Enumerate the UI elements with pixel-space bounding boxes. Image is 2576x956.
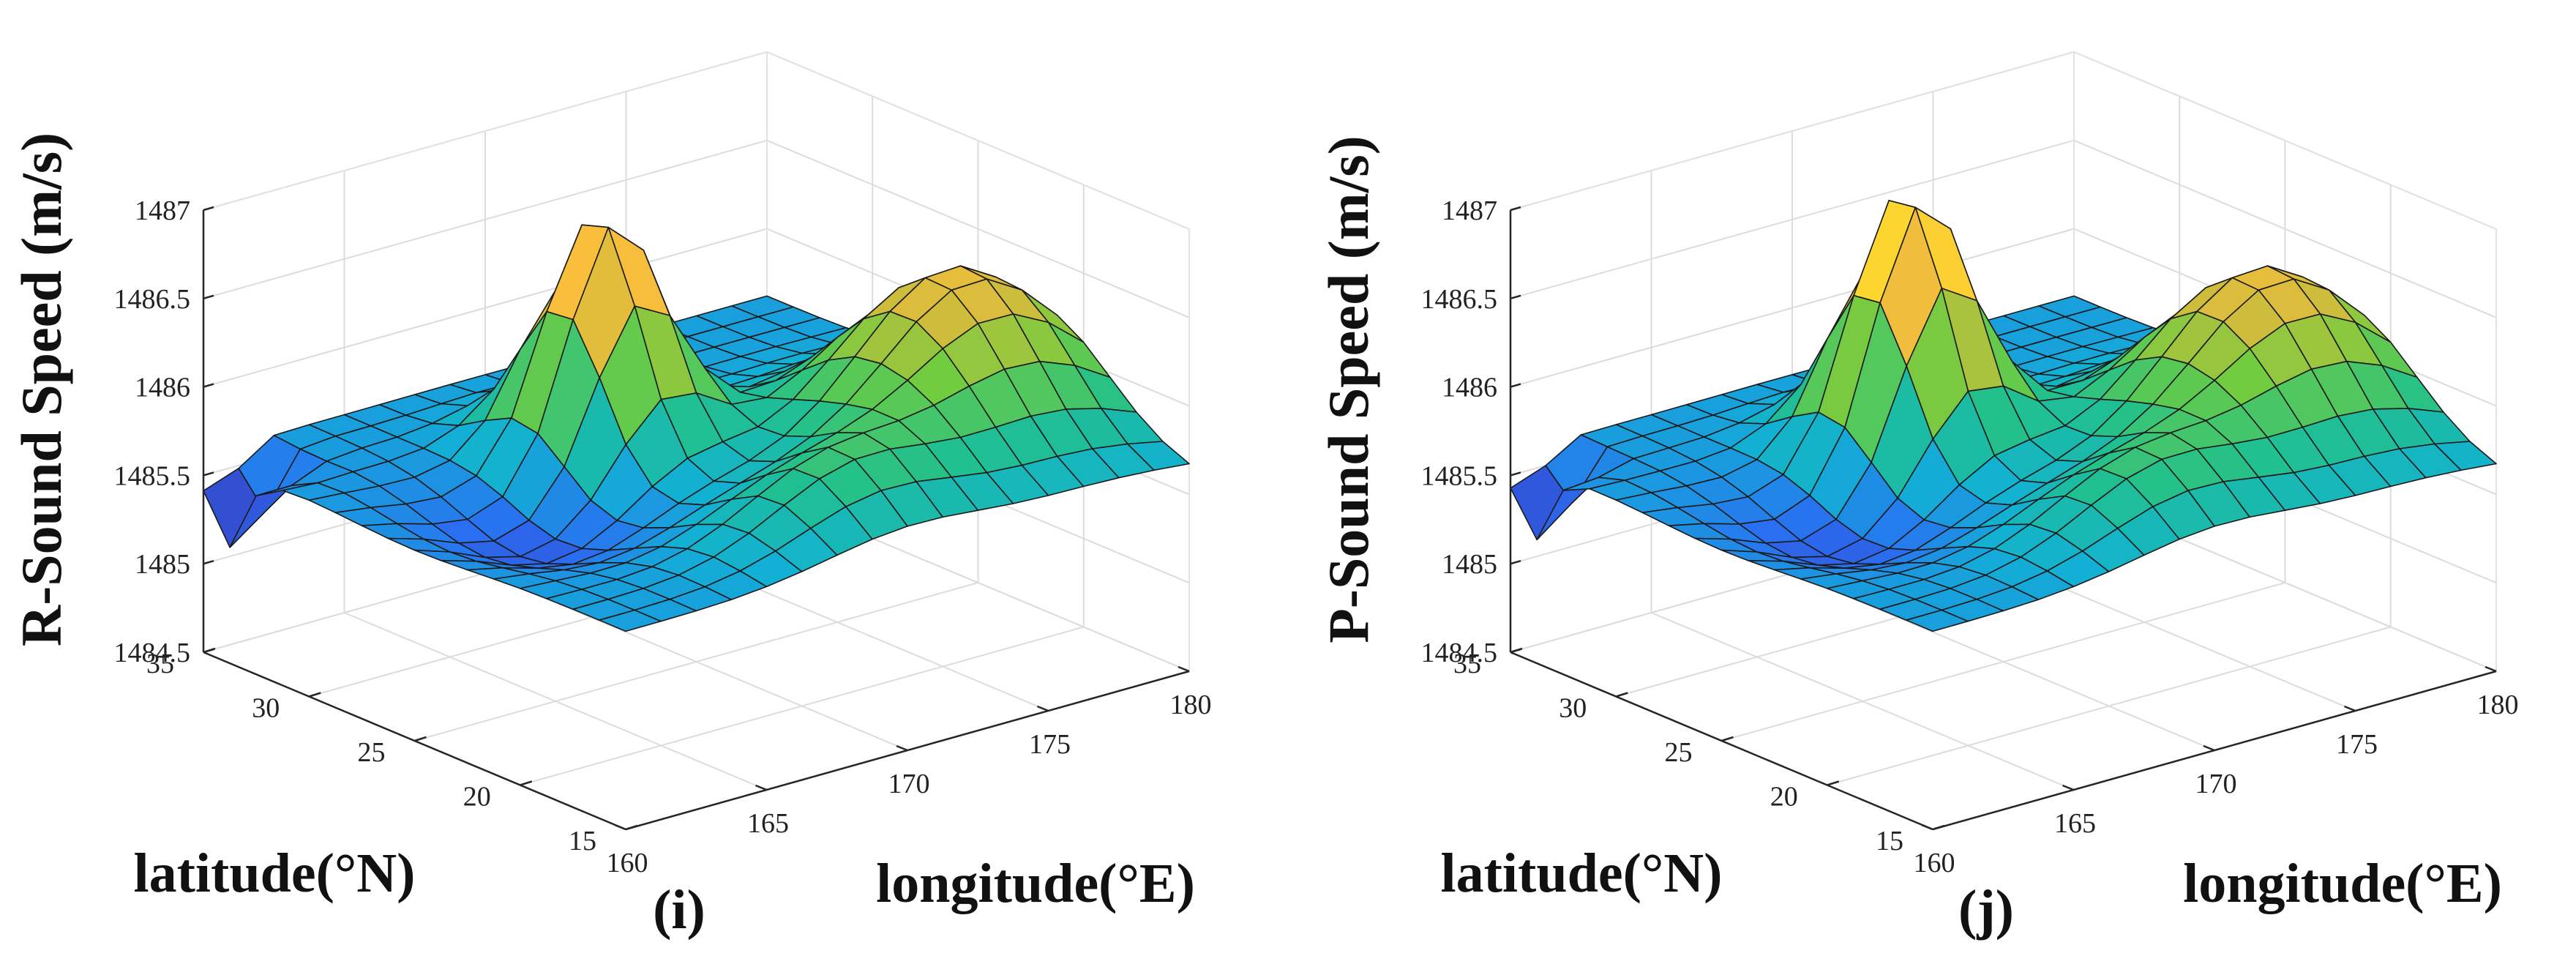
- surface-plot-i: 1484.5 1485 1485.5 1486 1486.5 1487 15 20 25 30 35…: [10, 51, 1212, 941]
- x-tick-label: 170: [888, 769, 930, 799]
- z-tick-label: 1486.5: [1421, 284, 1498, 315]
- y-tick: [203, 647, 216, 654]
- y-tick: [1615, 692, 1628, 698]
- z-tick-label: 1486: [1442, 373, 1497, 403]
- z-tick: [1510, 383, 1521, 388]
- x-tick-label: 160: [1914, 848, 1955, 878]
- y-tick-label: 25: [358, 737, 386, 768]
- z-tick: [203, 206, 214, 212]
- grid-line: [414, 582, 978, 742]
- y-tick-label: 35: [1453, 649, 1481, 679]
- grid-line: [1827, 626, 2392, 786]
- x-tick: [896, 744, 908, 752]
- x-tick: [1037, 705, 1049, 712]
- box-edge: [203, 51, 768, 211]
- axes: 1484.5 1485 1485.5 1486 1486.5 1487 15 20 25 30 35…: [1421, 195, 2519, 878]
- z-tick: [203, 559, 214, 565]
- x-tick-label: 175: [2336, 729, 2378, 760]
- x-tick: [2203, 744, 2215, 752]
- axis-labels: R-Sound Speed (m/s) latitude(°N) longitu…: [10, 132, 1195, 941]
- y-axis-label: latitude(°N): [133, 843, 415, 904]
- panel-label: (i): [653, 879, 705, 941]
- surface-mesh: [203, 224, 1190, 632]
- x-tick: [2062, 784, 2074, 791]
- z-tick: [203, 383, 214, 388]
- axes: 1484.5 1485 1485.5 1486 1486.5 1487 15 20 25 30 35…: [114, 195, 1212, 878]
- y-tick-label: 35: [146, 649, 174, 679]
- z-tick-label: 1486.5: [114, 284, 191, 315]
- y-tick-label: 20: [1770, 782, 1798, 813]
- y-tick: [1510, 647, 1523, 654]
- x-tick-label: 180: [2477, 690, 2519, 720]
- z-tick: [1510, 559, 1521, 565]
- z-tick: [1510, 294, 1521, 300]
- x-tick: [2344, 705, 2356, 712]
- z-tick-label: 1485: [135, 549, 190, 580]
- z-tick-label: 1484.5: [114, 638, 191, 668]
- z-axis-label: P-Sound Speed (m/s): [1317, 135, 1380, 643]
- z-tick-label: 1487: [1442, 195, 1497, 226]
- x-axis-label: longitude(°E): [876, 853, 1195, 914]
- z-tick: [203, 471, 214, 477]
- y-tick: [308, 692, 321, 698]
- x-tick-label: 165: [747, 808, 789, 839]
- y-tick-label: 25: [1665, 737, 1693, 768]
- y-tick-label: 30: [1559, 693, 1587, 724]
- z-tick-label: 1485.5: [114, 460, 191, 491]
- z-tick-label: 1485: [1442, 549, 1497, 580]
- grid-line: [520, 626, 1085, 786]
- surface-cell: [599, 609, 662, 632]
- x-tick: [755, 784, 767, 791]
- box-edge: [2073, 51, 2497, 230]
- z-tick-label: 1486: [135, 373, 190, 403]
- y-tick: [414, 736, 427, 742]
- x-axis-label: longitude(°E): [2183, 853, 2502, 914]
- grid-line: [1721, 582, 2285, 742]
- x-tick-label: 180: [1170, 690, 1212, 720]
- y-tick-label: 15: [569, 826, 596, 856]
- y-axis-label: latitude(°N): [1440, 843, 1722, 904]
- z-tick-label: 1485.5: [1421, 460, 1498, 491]
- surface-mesh: [1510, 200, 2497, 632]
- axis-labels: P-Sound Speed (m/s) latitude(°N) longitu…: [1317, 135, 2502, 941]
- x-tick: [1921, 824, 1933, 831]
- z-tick-label: 1487: [135, 195, 190, 226]
- panel-label: (j): [1958, 879, 2014, 941]
- x-tick-label: 170: [2195, 769, 2237, 799]
- z-tick: [203, 294, 214, 300]
- y-tick: [520, 780, 533, 786]
- panel-j: 1484.5 1485 1485.5 1486 1486.5 1487 15 20 25 30 35…: [1307, 0, 2576, 956]
- z-axis-label: R-Sound Speed (m/s): [10, 132, 73, 646]
- x-tick-label: 175: [1029, 729, 1071, 760]
- x-tick-label: 165: [2054, 808, 2096, 839]
- y-tick: [625, 824, 638, 831]
- box-edge: [1510, 51, 2075, 211]
- surface-cell: [1906, 609, 1969, 632]
- x-tick-label: 160: [607, 848, 648, 878]
- panel-i: 1484.5 1485 1485.5 1486 1486.5 1487 15 20 25 30 35…: [10, 51, 1212, 941]
- x-tick: [614, 824, 626, 831]
- x-tick: [2485, 665, 2497, 673]
- z-tick-label: 1484.5: [1421, 638, 1498, 668]
- y-tick: [1932, 824, 1945, 831]
- y-tick: [1721, 736, 1734, 742]
- surface-plot-j: 1484.5 1485 1485.5 1486 1486.5 1487 15 20 25 30 35…: [1317, 51, 2519, 941]
- z-tick: [1510, 471, 1521, 477]
- y-tick-label: 30: [252, 693, 280, 724]
- y-tick-label: 15: [1876, 826, 1903, 856]
- y-tick-label: 20: [463, 782, 491, 813]
- x-tick: [1177, 665, 1190, 673]
- z-tick: [1510, 206, 1521, 212]
- box-edge: [766, 51, 1190, 230]
- y-tick: [1827, 780, 1840, 786]
